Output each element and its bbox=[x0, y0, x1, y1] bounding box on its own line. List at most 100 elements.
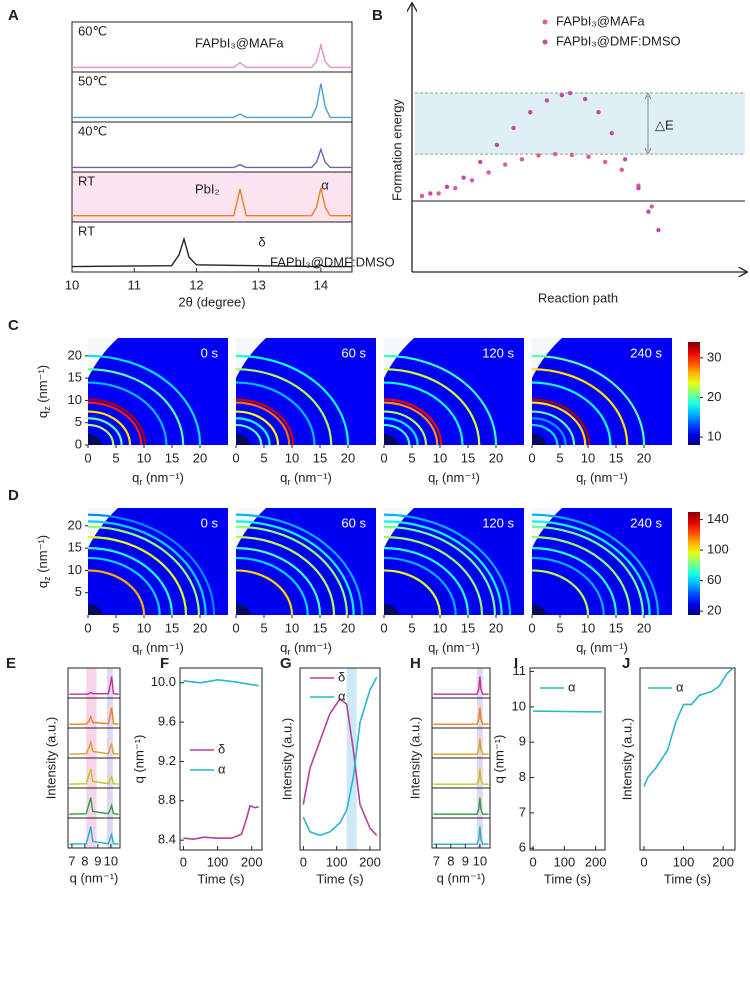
data-point bbox=[503, 162, 508, 167]
annotation: δ bbox=[258, 234, 265, 249]
beam-stop bbox=[532, 604, 546, 615]
axis-label: qr (nm⁻¹) bbox=[428, 470, 480, 487]
x-axis-label: Reaction path bbox=[538, 290, 618, 305]
panel-letter: B bbox=[372, 7, 383, 24]
legend-marker bbox=[542, 39, 548, 45]
diffraction-ring bbox=[88, 547, 174, 615]
colorbar-tick-label: 30 bbox=[707, 349, 721, 364]
data-point bbox=[636, 185, 641, 191]
diffraction-ring bbox=[384, 368, 481, 445]
axis-label: qr (nm⁻¹) bbox=[280, 470, 332, 487]
x-tick-label: 200 bbox=[585, 854, 607, 869]
image-background bbox=[532, 338, 672, 445]
spectrum-line bbox=[433, 797, 489, 815]
image-label: 120 s bbox=[482, 515, 514, 530]
diffraction-ring bbox=[88, 417, 123, 445]
x-tick-label: 8 bbox=[447, 853, 454, 868]
colorbar-tick-label: 140 bbox=[707, 511, 729, 526]
detector-edge bbox=[532, 338, 562, 378]
colorbar bbox=[688, 342, 700, 445]
x-tick-label: 15 bbox=[461, 620, 475, 635]
y-tick-label: 8 bbox=[519, 769, 526, 784]
diffraction-ring bbox=[384, 398, 443, 445]
x-tick-label: 7 bbox=[433, 853, 440, 868]
diffraction-ring bbox=[384, 525, 496, 615]
y-tick-label: 10 bbox=[68, 562, 82, 577]
x-tick-label: 8 bbox=[81, 853, 88, 868]
x-tick-label: 10 bbox=[65, 277, 79, 292]
spectrum-line bbox=[72, 187, 352, 217]
y-tick-label: 0 bbox=[75, 436, 82, 451]
y-tick-label: 10 bbox=[512, 698, 526, 713]
detector-edge bbox=[236, 338, 266, 378]
data-point bbox=[511, 125, 516, 131]
detector-image bbox=[532, 508, 672, 615]
detector-image bbox=[236, 338, 376, 445]
y-tick-label: 10.0 bbox=[151, 674, 176, 689]
highlight-band bbox=[346, 668, 357, 850]
y-axis-label: Intensity (a.u.) bbox=[43, 717, 58, 799]
detector-edge bbox=[88, 508, 118, 548]
diffraction-ring bbox=[236, 423, 263, 445]
x-tick-label: 15 bbox=[461, 450, 475, 465]
annotation: FAPbI₃@MAFa bbox=[195, 35, 284, 50]
panel-letter: I bbox=[514, 655, 518, 672]
diffraction-ring bbox=[384, 417, 419, 445]
x-tick-label: 20 bbox=[637, 620, 651, 635]
annotation: α bbox=[321, 177, 329, 192]
diffraction-ring bbox=[236, 556, 309, 615]
x-tick-label: 15 bbox=[313, 620, 327, 635]
diffraction-ring bbox=[88, 556, 161, 615]
y-tick-label: 20 bbox=[68, 517, 82, 532]
plot-frame bbox=[529, 667, 606, 851]
x-tick-label: 15 bbox=[609, 620, 623, 635]
colorbar-tick-label: 100 bbox=[707, 542, 729, 557]
spectrum-line bbox=[72, 42, 352, 69]
detector-edge bbox=[88, 338, 118, 378]
data-point bbox=[646, 209, 651, 214]
diffraction-ring bbox=[236, 535, 336, 615]
colorbar-tick-label: 60 bbox=[707, 572, 721, 587]
x-tick-label: 14 bbox=[314, 277, 328, 292]
x-tick-label: 15 bbox=[313, 450, 327, 465]
x-tick-label: 15 bbox=[609, 450, 623, 465]
diffraction-ring bbox=[532, 410, 576, 445]
spectrum-line bbox=[69, 707, 119, 725]
detector-edge bbox=[236, 508, 266, 548]
x-tick-label: 0 bbox=[380, 450, 387, 465]
data-point bbox=[586, 154, 591, 159]
panel-letter: J bbox=[622, 655, 630, 672]
panel-letter: D bbox=[8, 487, 19, 504]
diffraction-ring bbox=[384, 547, 470, 615]
diffraction-ring bbox=[236, 398, 295, 445]
x-axis-label: Time (s) bbox=[664, 871, 711, 886]
image-background bbox=[88, 338, 228, 445]
annotation: PbI₂ bbox=[195, 181, 220, 196]
series-line bbox=[533, 710, 602, 713]
diffraction-ring bbox=[88, 401, 143, 445]
axis-label: qr (nm⁻¹) bbox=[576, 640, 628, 657]
x-tick-label: 100 bbox=[554, 854, 576, 869]
series-line bbox=[302, 697, 378, 836]
data-point bbox=[559, 92, 565, 98]
data-point bbox=[469, 178, 475, 183]
diffraction-ring bbox=[236, 547, 322, 615]
data-point bbox=[528, 109, 533, 115]
data-point bbox=[622, 157, 628, 162]
image-background bbox=[384, 338, 524, 445]
spectrum-line bbox=[69, 768, 119, 785]
panel-letter: F bbox=[160, 655, 169, 672]
detector-edge bbox=[532, 508, 562, 548]
x-axis-label: Time (s) bbox=[197, 871, 244, 886]
detector-edge bbox=[384, 338, 414, 378]
x-tick-label: 5 bbox=[408, 450, 415, 465]
x-tick-label: 100 bbox=[326, 854, 348, 869]
image-label: 0 s bbox=[201, 515, 219, 530]
beam-stop bbox=[236, 434, 250, 445]
trace-label: RT bbox=[78, 173, 95, 188]
spectrum-line bbox=[72, 83, 352, 119]
detector-image bbox=[384, 508, 524, 615]
detector-image bbox=[236, 508, 376, 615]
y-tick-label: 9.6 bbox=[158, 714, 176, 729]
diffraction-ring bbox=[384, 423, 411, 445]
